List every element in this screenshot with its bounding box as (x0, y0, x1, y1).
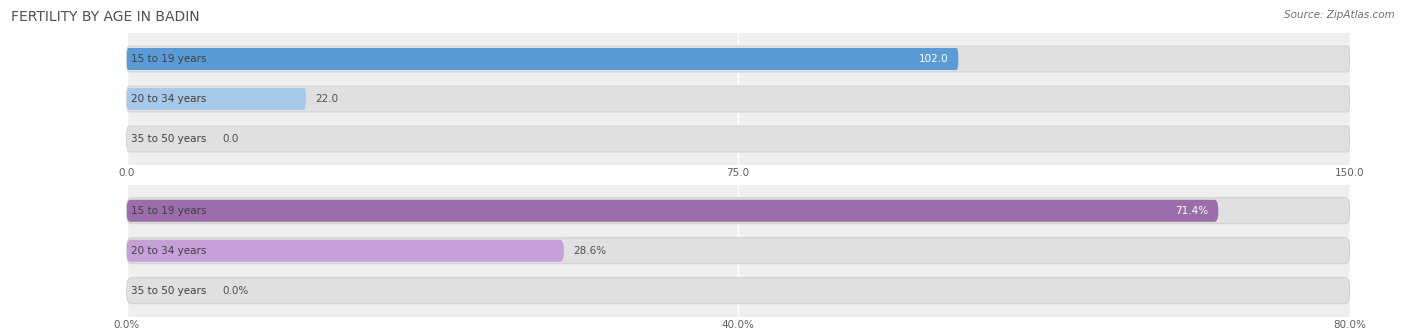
FancyBboxPatch shape (127, 86, 1350, 112)
Text: 102.0: 102.0 (920, 54, 949, 64)
Text: 35 to 50 years: 35 to 50 years (131, 286, 207, 296)
FancyBboxPatch shape (127, 198, 1350, 224)
Text: 0.0%: 0.0% (222, 286, 249, 296)
Text: 35 to 50 years: 35 to 50 years (131, 134, 207, 144)
Text: 15 to 19 years: 15 to 19 years (131, 54, 207, 64)
FancyBboxPatch shape (127, 200, 1218, 222)
Text: FERTILITY BY AGE IN BADIN: FERTILITY BY AGE IN BADIN (11, 10, 200, 24)
Text: Source: ZipAtlas.com: Source: ZipAtlas.com (1284, 10, 1395, 20)
Text: 20 to 34 years: 20 to 34 years (131, 246, 207, 256)
Text: 28.6%: 28.6% (574, 246, 607, 256)
Text: 15 to 19 years: 15 to 19 years (131, 206, 207, 216)
FancyBboxPatch shape (127, 238, 1350, 264)
FancyBboxPatch shape (127, 88, 307, 110)
FancyBboxPatch shape (127, 48, 959, 70)
Text: 22.0: 22.0 (316, 94, 339, 104)
FancyBboxPatch shape (127, 240, 564, 262)
Text: 20 to 34 years: 20 to 34 years (131, 94, 207, 104)
Text: 0.0: 0.0 (222, 134, 239, 144)
Text: 71.4%: 71.4% (1175, 206, 1209, 216)
FancyBboxPatch shape (127, 278, 1350, 304)
FancyBboxPatch shape (127, 46, 1350, 72)
FancyBboxPatch shape (127, 126, 1350, 152)
